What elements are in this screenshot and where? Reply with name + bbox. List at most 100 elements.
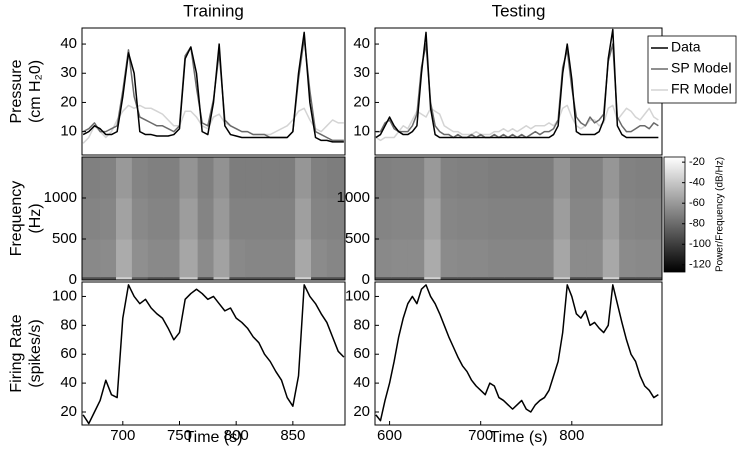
- heatmap-cell: [82, 239, 101, 278]
- heatmap-cell: [147, 157, 165, 199]
- y-tick-label: 20: [353, 403, 370, 420]
- heatmap-cell: [569, 239, 587, 278]
- legend-label: SP Model: [671, 60, 731, 76]
- heatmap-cell: [440, 276, 458, 280]
- heatmap-cell: [407, 239, 425, 278]
- heatmap-cell: [553, 198, 571, 240]
- plot-area: [375, 284, 659, 422]
- heatmap-cell: [326, 157, 345, 199]
- heatmap-cell: [295, 276, 312, 280]
- legend-box: [647, 35, 737, 104]
- heatmap-cell: [82, 276, 101, 280]
- plot-area: [375, 157, 662, 280]
- heatmap-cell: [295, 157, 312, 199]
- heatmap-cell: [440, 198, 458, 240]
- heatmap-cell: [457, 198, 473, 240]
- heatmap-cell: [424, 198, 442, 240]
- y-tick-label: 1000: [337, 189, 370, 206]
- y-tick-label: 20: [60, 93, 77, 110]
- heatmap-cell: [586, 239, 604, 278]
- x-tick-label: 750: [167, 427, 192, 444]
- heatmap-cell: [487, 276, 505, 280]
- heatmap-cell: [213, 239, 230, 278]
- heatmap-cell: [602, 239, 620, 278]
- plot-frame: [81, 281, 346, 426]
- heatmap-cell: [279, 198, 296, 240]
- heatmap-cell: [619, 239, 637, 278]
- heatmap-cell: [504, 239, 522, 278]
- heatmap-cell: [487, 157, 505, 199]
- heatmap-cell: [163, 157, 180, 199]
- y-tick-label: 100: [52, 287, 77, 304]
- heatmap-cell: [586, 198, 604, 240]
- heatmap-cell: [100, 157, 117, 199]
- y-tick-label: 80: [353, 316, 370, 333]
- x-tick-label: 700: [468, 427, 493, 444]
- y-axis-label: (Hz): [27, 203, 44, 233]
- x-axis-label: Time (s): [184, 429, 242, 446]
- heatmap-cell: [147, 239, 165, 278]
- series-line: [82, 104, 344, 144]
- heatmap-cell: [261, 276, 280, 280]
- heatmap-cell: [261, 157, 280, 199]
- heatmap-cell: [424, 157, 442, 199]
- plot-frame: [374, 281, 663, 426]
- heatmap-cell: [407, 157, 425, 199]
- heatmap-cell: [407, 276, 425, 280]
- chart-title: Testing: [492, 1, 546, 20]
- heatmap-cell: [407, 198, 425, 240]
- x-tick-label: 850: [280, 427, 305, 444]
- heatmap-cell: [391, 157, 409, 199]
- heatmap-cell: [82, 157, 101, 199]
- heatmap-cell: [100, 239, 117, 278]
- heatmap-cell: [197, 276, 214, 280]
- heatmap-cell: [213, 276, 230, 280]
- heatmap-cell: [619, 276, 637, 280]
- heatmap-cell: [586, 157, 604, 199]
- heatmap-cell: [375, 276, 392, 280]
- heatmap-cell: [326, 239, 345, 278]
- legend-label: Data: [671, 39, 701, 55]
- plot-area: [82, 31, 344, 144]
- colorbar-tick-label: -120: [689, 259, 711, 271]
- heatmap-cell: [375, 239, 392, 278]
- colorbar-label: Power/Frequency (dB/Hz): [715, 157, 726, 272]
- heatmap-cell: [116, 239, 133, 278]
- y-axis-label: Firing Rate: [8, 314, 25, 392]
- heatmap-cell: [213, 198, 230, 240]
- y-tick-label: 40: [60, 374, 77, 391]
- heatmap-cell: [310, 239, 328, 278]
- y-tick-label: 10: [60, 123, 77, 140]
- heatmap-cell: [648, 157, 662, 199]
- colorbar: [663, 156, 686, 273]
- heatmap-cell: [569, 157, 587, 199]
- y-tick-label: 30: [353, 64, 370, 81]
- colorbar-tick-label: -40: [689, 177, 705, 189]
- heatmap-cell: [635, 198, 649, 240]
- heatmap-cell: [197, 157, 214, 199]
- heatmap-cell: [569, 276, 587, 280]
- y-tick-label: 20: [353, 93, 370, 110]
- heatmap-cell: [619, 157, 637, 199]
- heatmap-cell: [116, 157, 133, 199]
- heatmap-cell: [391, 198, 409, 240]
- heatmap-cell: [635, 239, 649, 278]
- series-line: [375, 284, 659, 422]
- heatmap-cell: [310, 276, 328, 280]
- x-axis-label: Time (s): [489, 429, 547, 446]
- heatmap-cell: [310, 157, 328, 199]
- heatmap-cell: [375, 157, 392, 199]
- series-line: [82, 284, 345, 425]
- y-axis-label: Frequency: [8, 181, 25, 257]
- heatmap-cell: [197, 198, 214, 240]
- heatmap-cell: [229, 239, 246, 278]
- y-tick-label: 40: [353, 374, 370, 391]
- heatmap-cell: [602, 198, 620, 240]
- chart-title: Training: [183, 1, 244, 20]
- heatmap-cell: [163, 198, 180, 240]
- heatmap-cell: [391, 239, 409, 278]
- heatmap-cell: [520, 276, 538, 280]
- heatmap-cell: [245, 157, 262, 199]
- heatmap-cell: [310, 198, 328, 240]
